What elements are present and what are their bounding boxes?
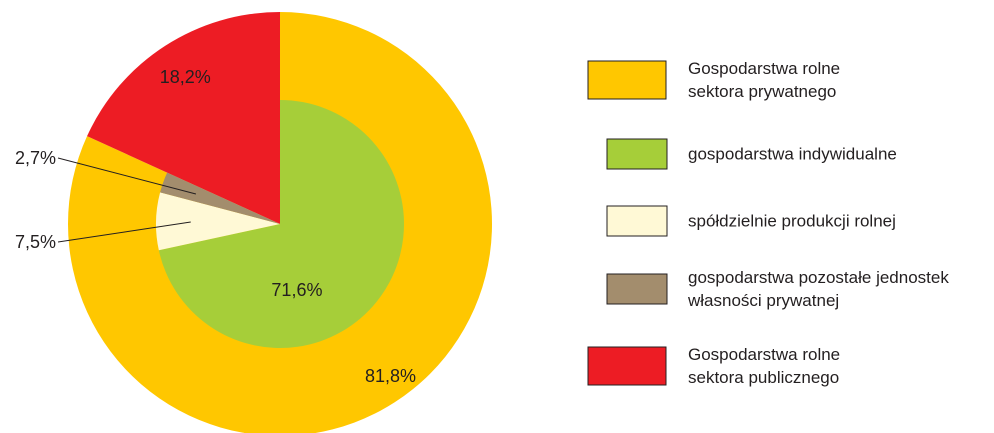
legend-label-5-line-2: sektora publicznego (688, 368, 839, 387)
inner-value-label-1: 71,6% (271, 280, 322, 300)
outer-slice-1 (68, 12, 492, 433)
legend-label-3-line-1: spółdzielnie produkcji rolnej (688, 212, 896, 231)
value-labels: 81,8% 18,2% 71,6% 7,5% 2,7% (15, 67, 416, 386)
legend-label-4-line-2: własności prywatnej (687, 291, 839, 310)
inner-slice-1 (158, 100, 405, 348)
inner-slice-2 (155, 192, 280, 251)
legend-item-5: Gospodarstwa rolne sektora publicznego (587, 345, 840, 387)
legend-item-4: gospodarstwa pozostałe jednostek własnośc… (606, 268, 949, 310)
legend-swatch-2 (606, 138, 668, 170)
legend-swatch-5 (587, 346, 667, 386)
legend-label-4-line-1: gospodarstwa pozostałe jednostek (688, 268, 949, 287)
legend-label-1-line-1: Gospodarstwa rolne (688, 59, 840, 78)
outer-value-label-2: 18,2% (160, 67, 211, 87)
legend: Gospodarstwa rolne sektora prywatnego gosp… (587, 59, 949, 387)
legend-label-2-line-1: gospodarstwa indywidualne (688, 145, 897, 164)
inner-pie (155, 100, 405, 348)
legend-swatch-3 (606, 205, 668, 237)
leader-line-3 (57, 157, 197, 195)
inner-slice-3 (160, 172, 280, 224)
outer-value-label-1: 81,8% (365, 366, 416, 386)
outer-ring (68, 12, 492, 433)
legend-item-2: gospodarstwa indywidualne (606, 138, 897, 170)
legend-label-1-line-2: sektora prywatnego (688, 82, 836, 101)
legend-item-1: Gospodarstwa rolne sektora prywatnego (587, 59, 840, 101)
outer-slice-2 (87, 12, 280, 224)
legend-swatch-4 (606, 273, 668, 305)
legend-item-3: spółdzielnie produkcji rolnej (606, 205, 896, 237)
legend-label-5-line-1: Gospodarstwa rolne (688, 345, 840, 364)
inner-value-label-3: 2,7% (15, 148, 56, 168)
legend-swatch-1 (587, 60, 667, 100)
leader-line-2 (57, 221, 191, 243)
inner-value-label-2: 7,5% (15, 232, 56, 252)
